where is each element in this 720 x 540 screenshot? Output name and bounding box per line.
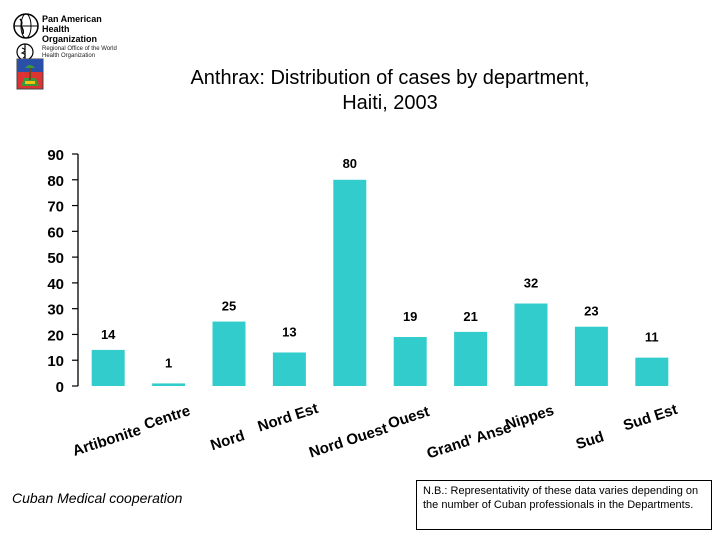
category-label: Nord — [208, 427, 247, 454]
y-tick-label: 90 — [47, 147, 64, 164]
y-tick-label: 60 — [47, 224, 64, 241]
data-label: 25 — [222, 299, 236, 314]
bar — [333, 179, 367, 386]
bar — [393, 337, 427, 386]
y-tick-label: 70 — [47, 199, 64, 216]
organization-name: Pan American Health Organization — [42, 14, 102, 44]
haiti-coat-of-arms-icon — [16, 58, 44, 90]
y-tick-label: 10 — [47, 353, 64, 370]
bar — [212, 321, 246, 386]
organization-subtitle: Regional Office of the World Health Orga… — [42, 46, 117, 59]
category-label: Nippes — [503, 402, 556, 434]
data-label: 1 — [165, 355, 172, 370]
category-label: Nord Est — [256, 400, 321, 435]
category-label: Artibonite — [71, 422, 144, 460]
bar — [574, 326, 608, 386]
y-tick-label: 50 — [47, 250, 64, 267]
bar — [152, 383, 186, 386]
data-label: 23 — [584, 304, 598, 319]
data-label: 14 — [101, 327, 116, 342]
y-tick-label: 40 — [47, 276, 64, 293]
y-tick-label: 30 — [47, 302, 64, 319]
category-label: Centre — [142, 402, 192, 433]
bar — [91, 349, 125, 386]
data-note: N.B.: Representativity of these data var… — [416, 480, 712, 530]
y-tick-label: 0 — [56, 379, 64, 396]
bar — [454, 331, 488, 386]
chart-title: Anthrax: Distribution of cases by depart… — [110, 66, 670, 116]
bar — [272, 352, 306, 386]
bar — [514, 303, 548, 386]
data-label: 11 — [645, 330, 659, 345]
data-label: 21 — [463, 309, 477, 324]
data-label: 32 — [524, 276, 538, 291]
category-label: Sud — [574, 428, 606, 453]
globe-emblem-icon — [13, 13, 39, 39]
category-label: Nord Ouest — [307, 420, 390, 461]
data-label: 19 — [403, 309, 417, 324]
y-tick-label: 20 — [47, 327, 64, 344]
category-label: Ouest — [386, 403, 432, 432]
y-tick-label: 80 — [47, 173, 64, 190]
bar — [635, 357, 669, 386]
data-label: 13 — [282, 324, 296, 339]
bars — [91, 179, 669, 386]
source-credit: Cuban Medical cooperation — [12, 490, 183, 506]
chart-title-line-1: Anthrax: Distribution of cases by depart… — [190, 67, 590, 89]
chart-title-line-2: Haiti, 2003 — [342, 92, 438, 114]
data-label: 80 — [343, 156, 357, 171]
data-labels: 14 1 25 13 80 19 21 32 23 11 — [101, 156, 659, 371]
y-axis: 0 10 20 30 40 50 60 70 80 90 — [47, 147, 79, 396]
pan-american-health-organization-logo: Pan American Health Organization Regiona… — [12, 12, 122, 61]
category-label: Sud Est — [621, 401, 679, 434]
category-label: Grand' Anse — [425, 419, 514, 462]
